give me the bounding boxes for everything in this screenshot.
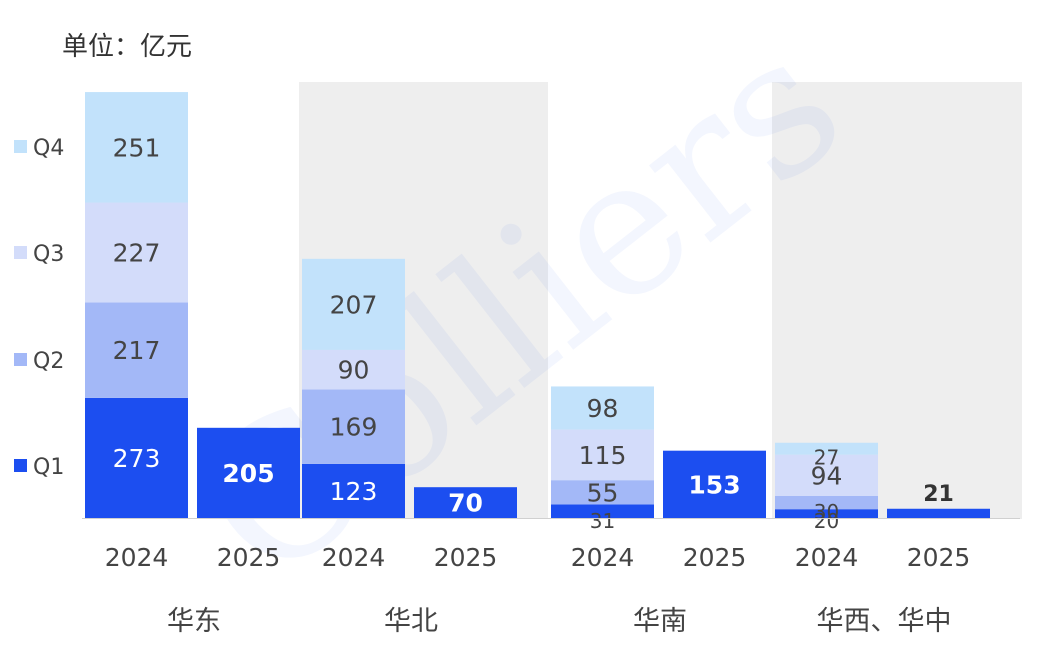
bar-3-2024-Q1 xyxy=(775,509,878,518)
bar-1-2024-Q1 xyxy=(302,463,405,518)
legend-swatch-Q4 xyxy=(14,140,27,153)
x-tick-label: 2024 xyxy=(795,543,859,572)
x-tick-label: 2025 xyxy=(217,543,281,572)
unit-label: 单位：亿元 xyxy=(62,32,193,62)
x-tick-label: 2024 xyxy=(322,543,386,572)
x-tick-label: 2025 xyxy=(907,543,971,572)
data-label: 153 xyxy=(688,470,740,499)
data-label: 217 xyxy=(113,336,161,365)
bar-3-2025-Q1 xyxy=(887,508,990,518)
x-tick-label: 2025 xyxy=(683,543,747,572)
data-label: 21 xyxy=(923,482,954,507)
x-tick-label: 2025 xyxy=(434,543,498,572)
legend-label-Q1: Q1 xyxy=(33,455,64,480)
data-label: 251 xyxy=(113,133,161,162)
data-label: 30 xyxy=(814,500,839,524)
data-label: 115 xyxy=(579,441,627,470)
data-label: 55 xyxy=(587,478,619,507)
data-label: 273 xyxy=(113,444,161,473)
data-label: 27 xyxy=(814,446,839,470)
data-label: 123 xyxy=(330,477,378,506)
bar-0-2024-Q2 xyxy=(85,302,188,398)
legend-swatch-Q2 xyxy=(14,353,27,366)
data-label: 207 xyxy=(330,290,378,319)
bar-2-2024-Q2 xyxy=(551,480,654,505)
data-label: 205 xyxy=(222,459,274,488)
group-label: 华北 xyxy=(384,606,438,637)
x-tick-label: 2024 xyxy=(105,543,169,572)
data-label: 169 xyxy=(330,413,378,442)
bar-3-2024-Q4 xyxy=(775,442,878,455)
bar-3-2024-Q3 xyxy=(775,454,878,496)
legend-label-Q2: Q2 xyxy=(33,349,64,374)
legend-label-Q3: Q3 xyxy=(33,242,64,267)
data-label: 227 xyxy=(113,238,161,267)
bar-0-2024-Q4 xyxy=(85,92,188,203)
bar-2-2025-Q1 xyxy=(663,450,766,518)
bar-2-2024-Q4 xyxy=(551,386,654,430)
data-label: 94 xyxy=(811,461,843,490)
bar-1-2025-Q1 xyxy=(414,487,517,518)
data-label: 20 xyxy=(814,509,839,533)
bar-0-2024-Q3 xyxy=(85,202,188,303)
data-label: 70 xyxy=(448,489,483,518)
x-tick-label: 2024 xyxy=(571,543,635,572)
legend-swatch-Q3 xyxy=(14,246,27,259)
bar-0-2024-Q1 xyxy=(85,397,188,518)
bar-1-2024-Q2 xyxy=(302,389,405,464)
bar-1-2024-Q3 xyxy=(302,349,405,390)
bar-0-2025-Q1 xyxy=(197,427,300,518)
group-label: 华东 xyxy=(167,606,221,637)
bar-1-2024-Q4 xyxy=(302,258,405,350)
legend-swatch-Q1 xyxy=(14,459,27,472)
data-label: 31 xyxy=(590,509,615,533)
group-label: 华南 xyxy=(633,606,687,637)
bar-2-2024-Q1 xyxy=(551,504,654,518)
bar-2-2024-Q3 xyxy=(551,429,654,481)
legend-label-Q4: Q4 xyxy=(33,136,64,161)
data-label: 98 xyxy=(587,394,619,423)
group-label: 华西、华中 xyxy=(817,606,952,637)
bar-3-2024-Q2 xyxy=(775,496,878,510)
data-label: 90 xyxy=(338,356,370,385)
